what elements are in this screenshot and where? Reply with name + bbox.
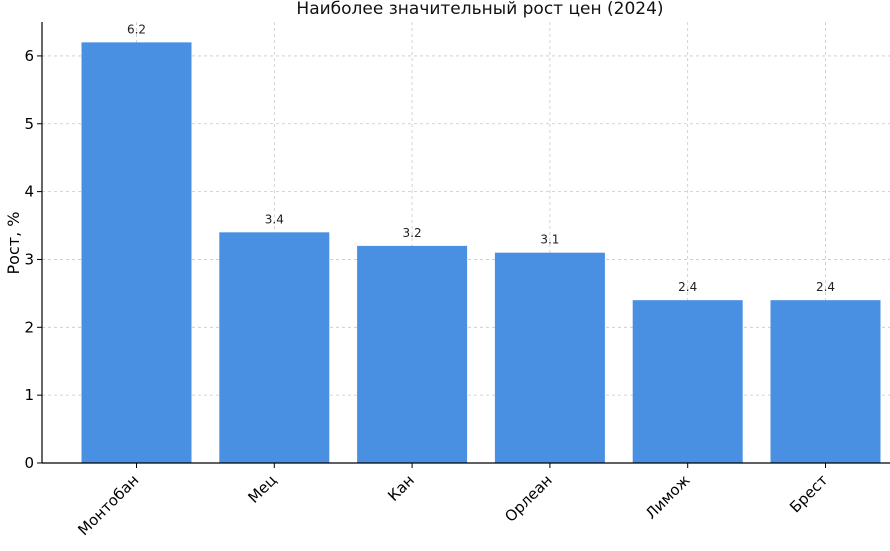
data-label-5: 2.4 <box>816 280 835 294</box>
x-tick-label-2: Кан <box>384 471 418 505</box>
data-label-2: 3.2 <box>403 226 422 240</box>
y-tick-label-1: 1 <box>24 386 34 404</box>
x-tick-label-5: Брест <box>786 471 831 516</box>
bar-0 <box>81 42 192 463</box>
y-axis-label: Рост, % <box>4 212 23 275</box>
x-tick-label-1: Мец <box>244 471 280 507</box>
y-tick-label-5: 5 <box>24 115 34 133</box>
data-label-1: 3.4 <box>265 212 284 226</box>
data-label-0: 6.2 <box>127 22 146 36</box>
bar-1 <box>219 232 330 463</box>
bar-2 <box>357 245 468 463</box>
x-tick-label-3: Орлеан <box>501 471 556 526</box>
bars <box>81 42 881 463</box>
y-tick-label-0: 0 <box>24 454 34 472</box>
y-tick-label-2: 2 <box>24 318 34 336</box>
data-label-3: 3.1 <box>540 233 559 247</box>
data-labels: 6.2 3.4 3.2 3.1 2.4 2.4 <box>127 22 835 294</box>
y-tick-label-4: 4 <box>24 183 34 201</box>
y-tick-label-6: 6 <box>24 47 34 65</box>
bar-4 <box>632 300 743 463</box>
data-label-4: 2.4 <box>678 280 697 294</box>
x-tick-label-4: Лимож <box>642 471 694 523</box>
bar-3 <box>494 252 605 463</box>
y-axis: 0 1 2 3 4 5 6 <box>24 22 43 472</box>
x-tick-label-0: Монтобан <box>74 471 142 539</box>
chart-title: Наиболее значительный рост цен (2024) <box>296 0 663 19</box>
bar-5 <box>770 300 881 463</box>
y-tick-label-3: 3 <box>24 250 34 268</box>
x-axis: Монтобан Мец Кан Орлеан Лимож Брест <box>42 462 890 539</box>
